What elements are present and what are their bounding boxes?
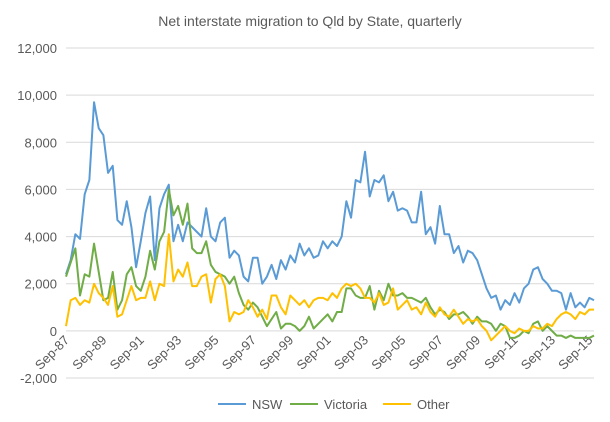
x-tick-label: Sep-01	[294, 332, 334, 372]
series-line-nsw	[65, 101, 595, 311]
y-tick-label: 0	[50, 324, 57, 339]
y-tick-label: 12,000	[17, 41, 57, 56]
x-tick-label: Sep-97	[219, 332, 259, 372]
x-tick-label: Sep-89	[69, 332, 109, 372]
y-tick-label: 4,000	[24, 230, 57, 245]
legend: NSW Victoria Other	[218, 397, 450, 412]
y-tick-label: 6,000	[24, 182, 57, 197]
chart-title: Net interstate migration to Qld by State…	[158, 13, 461, 29]
x-tick-label: Sep-99	[256, 332, 296, 372]
y-tick-label: -2,000	[20, 371, 57, 386]
x-tick-label: Sep-09	[443, 332, 483, 372]
y-tick-label: 8,000	[24, 135, 57, 150]
series-line-other	[65, 233, 594, 342]
series-lines	[65, 101, 595, 342]
x-tick-label: Sep-13	[518, 332, 558, 372]
x-tick-label: Sep-93	[144, 332, 184, 372]
y-tick-label: 10,000	[17, 88, 57, 103]
x-tick-label: Sep-91	[107, 332, 147, 372]
x-tick-label: Sep-95	[181, 332, 221, 372]
x-tick-label: Sep-03	[331, 332, 371, 372]
y-axis-ticks: -2,000 0 2,000 4,000 6,000 8,000 10,000 12,000	[17, 41, 57, 386]
legend-label-nsw: NSW	[252, 397, 283, 412]
x-tick-label: Sep-05	[368, 332, 408, 372]
x-tick-label: Sep-07	[406, 332, 446, 372]
legend-label-victoria: Victoria	[324, 397, 368, 412]
legend-label-other: Other	[417, 397, 450, 412]
y-tick-label: 2,000	[24, 277, 57, 292]
